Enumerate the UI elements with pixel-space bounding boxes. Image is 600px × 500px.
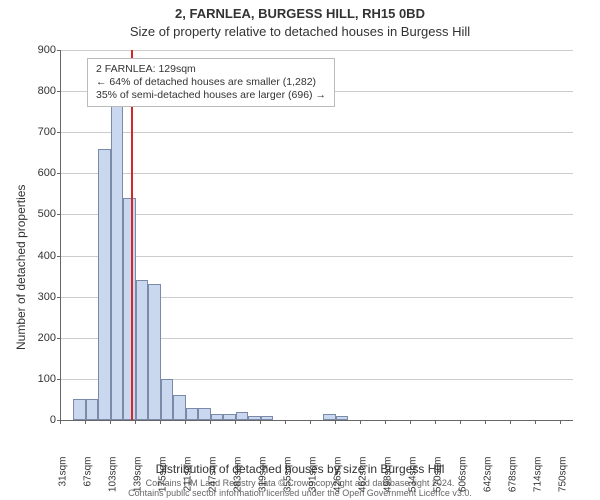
ytick-mark <box>57 256 61 257</box>
chart-container: { "chart": { "type": "histogram", "title… <box>0 0 600 500</box>
xtick-mark <box>160 420 161 424</box>
chart-title: 2, FARNLEA, BURGESS HILL, RH15 0BD <box>0 6 600 21</box>
xtick-mark <box>360 420 361 424</box>
xtick-label: 139sqm <box>132 457 143 500</box>
ytick-label: 500 <box>16 208 56 220</box>
xtick-mark <box>235 420 236 424</box>
ytick-mark <box>57 214 61 215</box>
xtick-mark <box>260 420 261 424</box>
xtick-label: 534sqm <box>407 457 418 500</box>
ytick-label: 800 <box>16 85 56 97</box>
histogram-bar <box>211 414 223 420</box>
xtick-label: 319sqm <box>257 457 268 500</box>
xtick-mark <box>210 420 211 424</box>
histogram-bar <box>111 91 123 420</box>
xtick-mark <box>560 420 561 424</box>
ytick-label: 900 <box>16 44 56 56</box>
ytick-mark <box>57 379 61 380</box>
histogram-bar <box>186 408 198 420</box>
histogram-bar <box>123 198 135 420</box>
histogram-bar <box>73 399 85 420</box>
callout-line-1: 2 FARNLEA: 129sqm <box>96 63 326 76</box>
histogram-bar <box>98 149 110 420</box>
xtick-mark <box>60 420 61 424</box>
gridline <box>61 214 573 215</box>
xtick-mark <box>335 420 336 424</box>
histogram-bar <box>336 416 348 420</box>
xtick-mark <box>110 420 111 424</box>
xtick-mark <box>385 420 386 424</box>
xtick-label: 247sqm <box>207 457 218 500</box>
xtick-label: 391sqm <box>307 457 318 500</box>
xtick-label: 355sqm <box>282 457 293 500</box>
histogram-bar <box>136 280 148 420</box>
callout-line-3: 35% of semi-detached houses are larger (… <box>96 89 326 102</box>
xtick-mark <box>135 420 136 424</box>
gridline <box>61 173 573 174</box>
ytick-mark <box>57 297 61 298</box>
ytick-label: 200 <box>16 332 56 344</box>
xtick-mark <box>535 420 536 424</box>
ytick-label: 700 <box>16 126 56 138</box>
xtick-label: 103sqm <box>107 457 118 500</box>
xtick-label: 714sqm <box>532 457 543 500</box>
chart-subtitle: Size of property relative to detached ho… <box>0 24 600 39</box>
plot-area: 2 FARNLEA: 129sqm ← 64% of detached hous… <box>60 50 573 421</box>
xtick-label: 31sqm <box>58 457 69 500</box>
ytick-mark <box>57 338 61 339</box>
gridline <box>61 132 573 133</box>
xtick-label: 283sqm <box>232 457 243 500</box>
callout-box: 2 FARNLEA: 129sqm ← 64% of detached hous… <box>87 58 335 107</box>
xtick-label: 426sqm <box>332 457 343 500</box>
xtick-mark <box>485 420 486 424</box>
ytick-label: 600 <box>16 167 56 179</box>
gridline <box>61 50 573 51</box>
xtick-mark <box>435 420 436 424</box>
xtick-mark <box>310 420 311 424</box>
xtick-label: 642sqm <box>482 457 493 500</box>
xtick-label: 462sqm <box>357 457 368 500</box>
gridline <box>61 256 573 257</box>
ytick-label: 100 <box>16 373 56 385</box>
histogram-bar <box>236 412 248 420</box>
xtick-label: 175sqm <box>157 457 168 500</box>
xtick-label: 570sqm <box>432 457 443 500</box>
ytick-label: 400 <box>16 250 56 262</box>
histogram-bar <box>261 416 273 420</box>
xtick-label: 606sqm <box>457 457 468 500</box>
ytick-mark <box>57 91 61 92</box>
xtick-mark <box>460 420 461 424</box>
xtick-label: 67sqm <box>82 457 93 500</box>
histogram-bar <box>198 408 210 420</box>
xtick-mark <box>185 420 186 424</box>
xtick-label: 498sqm <box>382 457 393 500</box>
callout-line-2: ← 64% of detached houses are smaller (1,… <box>96 76 326 89</box>
histogram-bar <box>173 395 185 420</box>
xtick-mark <box>510 420 511 424</box>
histogram-bar <box>86 399 98 420</box>
xtick-label: 750sqm <box>557 457 568 500</box>
ytick-mark <box>57 50 61 51</box>
histogram-bar <box>161 379 173 420</box>
ytick-label: 0 <box>16 414 56 426</box>
xtick-mark <box>85 420 86 424</box>
histogram-bar <box>148 284 160 420</box>
xtick-label: 211sqm <box>182 457 193 500</box>
footer-line-2: Contains public sector information licen… <box>128 488 472 498</box>
xtick-mark <box>285 420 286 424</box>
xtick-mark <box>410 420 411 424</box>
ytick-mark <box>57 173 61 174</box>
ytick-label: 300 <box>16 291 56 303</box>
ytick-mark <box>57 132 61 133</box>
xtick-label: 678sqm <box>507 457 518 500</box>
